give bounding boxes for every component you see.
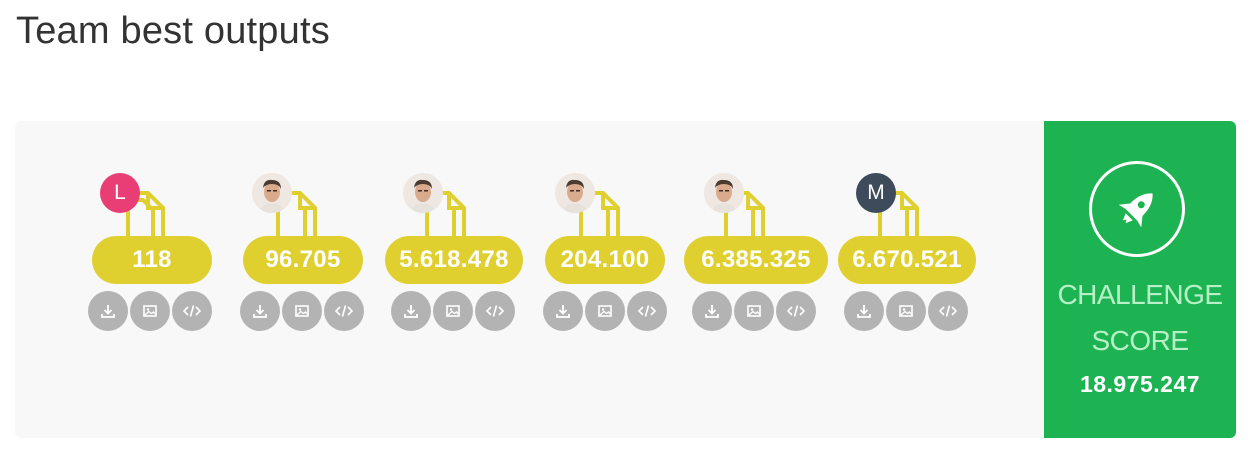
code-icon (182, 305, 202, 317)
code-icon (485, 305, 505, 317)
user-avatar: L (100, 173, 140, 213)
code-icon (786, 305, 806, 317)
user-avatar: M (856, 173, 896, 213)
output-score[interactable]: 204.100 (545, 236, 665, 284)
challenge-label: CHALLENGE (1057, 279, 1223, 310)
download-button[interactable] (844, 291, 884, 331)
download-button[interactable] (543, 291, 583, 331)
output-actions (543, 291, 667, 331)
user-avatar (403, 173, 443, 213)
download-button[interactable] (692, 291, 732, 331)
view-image-button[interactable] (433, 291, 473, 331)
image-icon (446, 305, 460, 317)
output-score[interactable]: 6.670.521 (838, 236, 976, 284)
download-icon (705, 305, 719, 318)
output-score[interactable]: 5.618.478 (385, 236, 523, 284)
user-avatar (252, 173, 292, 213)
view-image-button[interactable] (130, 291, 170, 331)
code-icon (637, 305, 657, 317)
image-icon (598, 305, 612, 317)
challenge-score-card: CHALLENGE SCORE 18.975.247 (1044, 121, 1236, 438)
user-photo (403, 173, 443, 213)
page-title: Team best outputs (16, 10, 330, 52)
download-icon (253, 305, 267, 318)
code-icon (938, 305, 958, 317)
challenge-score-value: 18.975.247 (1079, 371, 1201, 397)
output-score[interactable]: 6.385.325 (684, 236, 828, 284)
download-icon (101, 305, 115, 318)
download-icon (404, 305, 418, 318)
download-button[interactable] (240, 291, 280, 331)
download-icon (857, 305, 871, 318)
output-score[interactable]: 118 (92, 236, 212, 284)
file-connector-icon (276, 191, 317, 239)
user-avatar (704, 173, 744, 213)
code-icon (334, 305, 354, 317)
file-connector-icon (579, 191, 620, 239)
output-actions (692, 291, 816, 331)
user-photo (704, 173, 744, 213)
rocket-icon-circle (1089, 161, 1185, 257)
output-score[interactable]: 96.705 (243, 236, 363, 284)
download-icon (556, 305, 570, 318)
user-photo (555, 173, 595, 213)
view-image-button[interactable] (282, 291, 322, 331)
view-code-button[interactable] (324, 291, 364, 331)
download-button[interactable] (88, 291, 128, 331)
image-icon (295, 305, 309, 317)
user-avatar (555, 173, 595, 213)
user-photo (252, 173, 292, 213)
image-icon (747, 305, 761, 317)
view-image-button[interactable] (585, 291, 625, 331)
view-code-button[interactable] (928, 291, 968, 331)
avatar-initial: L (114, 181, 126, 204)
view-image-button[interactable] (886, 291, 926, 331)
team-outputs-panel: L 118 96.705 (15, 121, 1044, 438)
image-icon (899, 305, 913, 317)
output-actions (88, 291, 212, 331)
output-actions (844, 291, 968, 331)
score-label: SCORE (1091, 325, 1189, 356)
download-button[interactable] (391, 291, 431, 331)
avatar-initial: M (867, 181, 885, 204)
rocket-icon (1118, 193, 1153, 228)
view-code-button[interactable] (172, 291, 212, 331)
output-actions (240, 291, 364, 331)
view-image-button[interactable] (734, 291, 774, 331)
output-actions (391, 291, 515, 331)
view-code-button[interactable] (475, 291, 515, 331)
view-code-button[interactable] (627, 291, 667, 331)
view-code-button[interactable] (776, 291, 816, 331)
image-icon (143, 305, 157, 317)
